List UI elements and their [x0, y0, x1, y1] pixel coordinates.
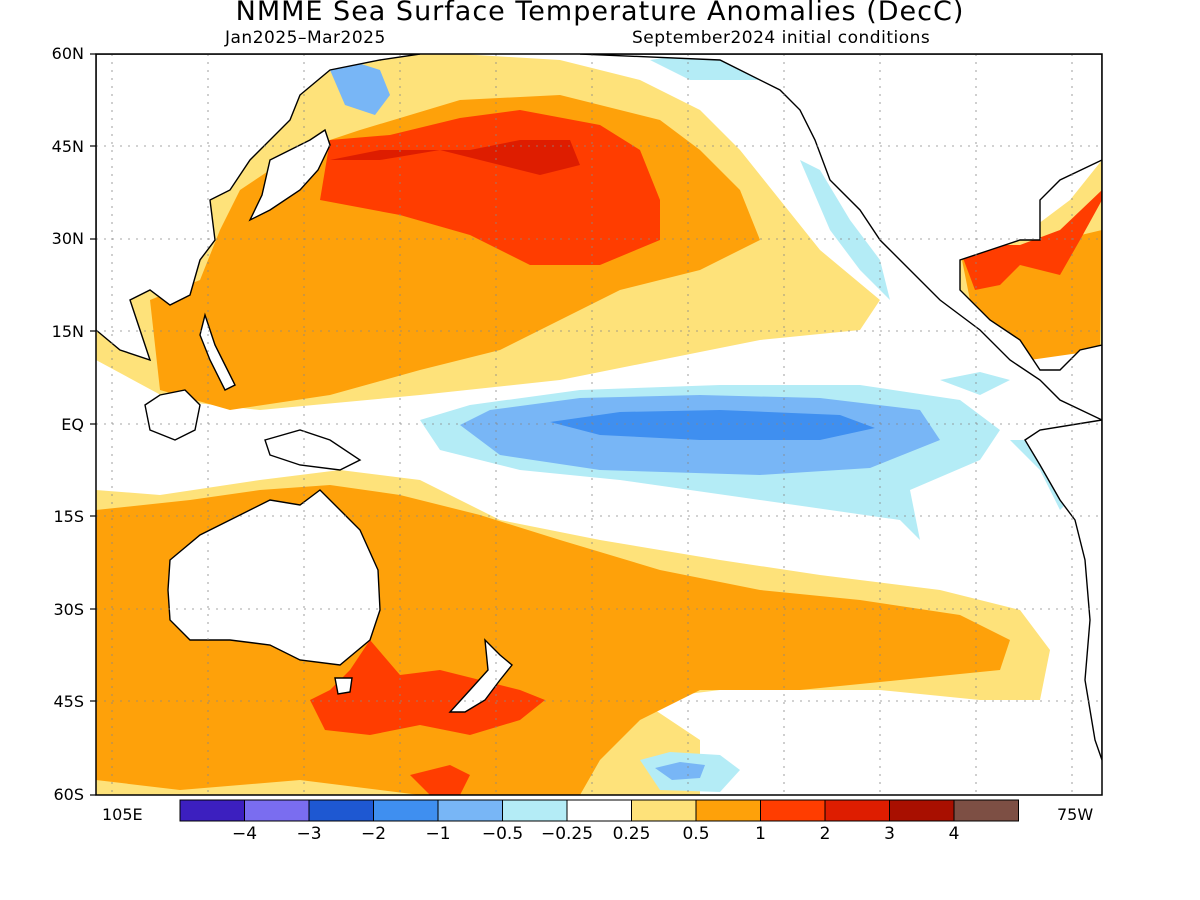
south-lightblue-spot	[655, 762, 705, 780]
enso-east-cyan	[940, 372, 1010, 395]
colorbar-swatch	[502, 799, 568, 822]
anomaly-field	[96, 54, 1102, 795]
kamchatka-blue-region	[330, 62, 390, 115]
coastlines	[96, 54, 1102, 761]
lat-label: 15N	[51, 321, 84, 341]
colorbar-label: 4	[948, 824, 960, 844]
initial-conditions: September2024 initial conditions	[632, 28, 931, 48]
colorbar-swatch	[695, 799, 761, 822]
lat-label: 60N	[51, 44, 84, 63]
lat-label: 60S	[53, 785, 84, 804]
california-cyan-region	[800, 160, 890, 300]
tasman-red-region	[310, 640, 545, 735]
colorbar-swatch	[566, 799, 632, 822]
australia-land	[167, 489, 381, 666]
japan-land	[248, 128, 331, 222]
lat-label: EQ	[61, 414, 84, 434]
lat-label: 45N	[51, 136, 84, 156]
lon-label-right: 75W	[1057, 805, 1094, 824]
colorbar-label: 3	[884, 824, 895, 844]
colorbar-label: −1	[425, 824, 451, 844]
asia-land	[96, 54, 421, 362]
colorbar-label: −0.25	[540, 824, 594, 844]
lat-label: 45S	[53, 692, 84, 712]
borneo-land	[144, 389, 201, 441]
colorbar-swatch	[824, 799, 890, 822]
colorbar	[179, 799, 1019, 822]
colorbar-label: 2	[819, 824, 831, 844]
colorbar-label: −3	[296, 824, 322, 844]
colorbar-swatch	[308, 799, 374, 822]
colorbar-swatch	[373, 799, 439, 822]
colorbar-label: 0.25	[612, 824, 651, 844]
colorbar-label: −2	[360, 824, 387, 844]
colorbar-swatch	[631, 799, 697, 822]
lon-label-left: 105E	[102, 805, 143, 824]
graticule	[96, 54, 1102, 795]
colorbar-swatch	[760, 799, 826, 822]
lat-ticks	[90, 53, 96, 796]
equatorial-blue-region	[550, 410, 875, 440]
colorbar-label: 1	[755, 824, 766, 844]
colorbar-swatch	[179, 799, 245, 822]
lat-label: 15S	[53, 507, 84, 527]
philippines-land	[199, 312, 236, 391]
gulf-red-region	[960, 190, 1102, 290]
south-america-land	[1024, 419, 1102, 761]
colorbar-swatch	[437, 799, 503, 822]
newzealand-land	[448, 638, 513, 713]
lat-label: 30N	[51, 229, 84, 249]
colorbar-label: −0.5	[481, 824, 524, 844]
north-america-land	[579, 54, 1102, 421]
north-darkred-region	[330, 140, 580, 175]
north-red-region	[320, 110, 660, 265]
colorbar-label: 0.5	[682, 824, 710, 844]
colorbar-label: −4	[231, 824, 258, 844]
colorbar-swatch	[889, 799, 955, 822]
lat-label: 30S	[53, 599, 84, 619]
south-red-spot	[410, 765, 470, 795]
colorbar-swatch	[244, 799, 310, 822]
colorbar-swatch	[953, 799, 1019, 822]
map-title: NMME Sea Surface Temperature Anomalies (…	[235, 0, 965, 27]
tasmania-land	[334, 677, 353, 695]
forecast-period: Jan2025–Mar2025	[225, 28, 386, 48]
newguinea-land	[264, 429, 362, 471]
